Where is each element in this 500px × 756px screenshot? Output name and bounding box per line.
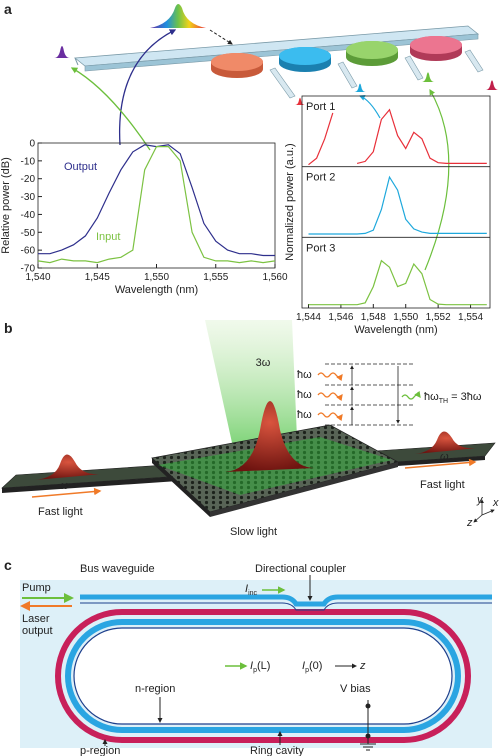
panel-label: a (4, 1, 12, 17)
panel-label: Port 2 (306, 172, 335, 184)
x-tick-label: 1,554 (458, 312, 483, 323)
charts: 0 -10 -20 -30 -40 -50 -60 -701,540 1,545 1,550 1,5… (0, 95, 491, 336)
x-axis-label: Wavelength (nm) (115, 284, 198, 296)
series-line (37, 146, 276, 264)
x-tick-label: 1,540 (25, 272, 50, 283)
relation-rest: = 3ħω (448, 391, 482, 403)
x-tick-label: 1,552 (426, 312, 451, 323)
x-tick-label: 1,555 (203, 272, 228, 283)
y-tick-label: 0 (29, 139, 35, 150)
n-region-label: n-region (135, 683, 175, 695)
x-tick-label: 1,560 (262, 272, 287, 283)
i-pl: Ip(L) (250, 660, 270, 674)
ring-label: Ring cavity (250, 745, 304, 756)
x-tick-label: 1,548 (361, 312, 386, 323)
axis-label: z (466, 517, 473, 529)
series-line (308, 108, 487, 166)
fast-light-label: Fast light (38, 506, 83, 518)
i-sub: p (253, 667, 257, 674)
x-axis-label: Wavelength (nm) (354, 324, 437, 336)
i-inc: Iinc (245, 583, 258, 597)
ring-laser-sketch (20, 575, 492, 751)
omega-label: ω (60, 480, 69, 492)
x-tick-label: 1,550 (393, 312, 418, 323)
y-tick-label: -30 (21, 192, 36, 203)
i-main: I (245, 583, 248, 595)
slow-light-sketch (1, 320, 496, 523)
i-rest: (0) (309, 660, 322, 672)
y-tick-label: -10 (21, 156, 36, 167)
y-tick-label: -20 (21, 174, 36, 185)
i-sub: p (305, 667, 309, 674)
laser-line: Laser (22, 613, 50, 625)
y-tick-label: -40 (21, 210, 36, 221)
series-line (308, 175, 487, 235)
legend-label: Input (96, 231, 120, 243)
i-rest: (L) (257, 660, 270, 672)
fast-light-label: Fast light (420, 479, 465, 491)
photon-label: ħω (297, 389, 312, 401)
laser-label: Laser output (22, 613, 53, 637)
i-main: I (302, 660, 305, 672)
y-tick-label: -70 (21, 264, 36, 275)
x-tick-label: 1,545 (85, 272, 110, 283)
v-bias-label: V bias (340, 683, 371, 695)
i-p0: Ip(0) (302, 660, 322, 674)
series-line (308, 259, 487, 306)
x-tick-label: 1,550 (144, 272, 169, 283)
x-tick-label: 1,544 (296, 312, 321, 323)
z-label: z (359, 660, 366, 672)
panel-label: c (4, 557, 12, 573)
y-tick-label: -50 (21, 228, 36, 239)
i-sub: inc (248, 590, 257, 597)
photon-label: ħω (297, 409, 312, 421)
y-tick-label: -60 (21, 246, 36, 257)
bus-label: Bus waveguide (80, 563, 155, 575)
panel-label: Port 3 (306, 242, 335, 254)
panel-label: b (4, 320, 13, 336)
coupler-label: Directional coupler (255, 563, 346, 575)
harmonic-label: 3ω (256, 357, 271, 369)
panel-label: Port 1 (306, 101, 335, 113)
pump-label: Pump (22, 582, 51, 594)
relation-main: ħω (424, 391, 439, 403)
x-tick-label: 1,546 (328, 312, 353, 323)
p-region-label: p-region (80, 745, 120, 756)
plot-frame (301, 95, 491, 309)
omega-label: ω (440, 451, 449, 463)
y-axis-label: Relative power (dB) (0, 157, 12, 254)
i-main: I (250, 660, 253, 672)
photon-label: ħω (297, 369, 312, 381)
axis-label: x (492, 497, 499, 509)
legend-label: Output (64, 161, 97, 173)
energy-relation: ħωTH = 3ħω (424, 391, 482, 405)
axis-label: y (476, 494, 484, 506)
device-sketch (54, 4, 499, 271)
relation-sub: TH (439, 398, 448, 405)
laser-line: output (22, 625, 53, 637)
y-axis-label: Normalized power (a.u.) (284, 143, 296, 260)
slow-light-label: Slow light (230, 526, 277, 538)
